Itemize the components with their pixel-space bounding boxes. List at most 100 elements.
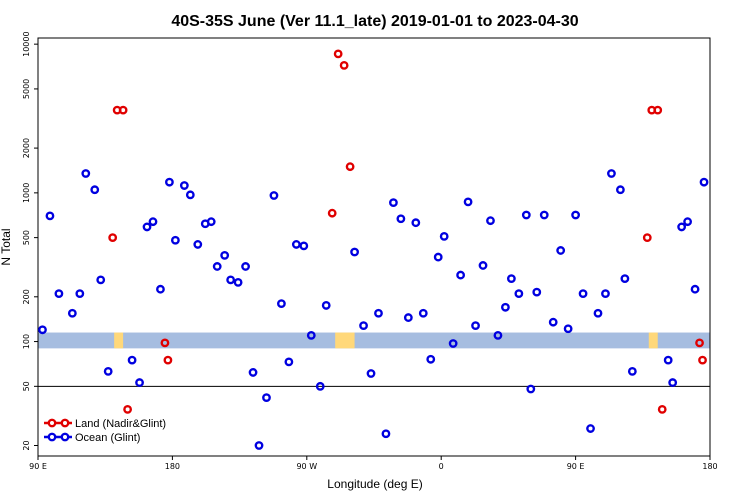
land-point-14 — [695, 338, 704, 348]
y-tick-label-5000: 5000 — [22, 79, 31, 99]
ocean-point-44 — [403, 313, 413, 322]
ocean-point-25 — [241, 262, 250, 271]
x-tick-label-4: 90 E — [567, 462, 585, 471]
x-axis: 90 E 180 90 W 0 90 E 180 — [29, 456, 718, 471]
ocean-point-4 — [75, 289, 85, 299]
ocean-point-67 — [571, 210, 580, 220]
data-points — [38, 49, 709, 450]
ocean-point-3 — [67, 308, 77, 318]
ocean-point-18 — [193, 240, 203, 249]
ocean-point-46 — [418, 308, 428, 318]
y-tick-label-200: 200 — [22, 289, 31, 304]
ocean-point-29 — [269, 191, 279, 200]
ocean-point-6 — [90, 185, 100, 195]
ocean-point-26 — [248, 368, 258, 377]
ocean-point-69 — [586, 424, 595, 433]
reference-band — [38, 332, 710, 349]
ocean-point-75 — [627, 367, 637, 376]
land-point-6 — [327, 208, 337, 218]
ocean-point-7 — [96, 275, 106, 285]
x-tick-label-1: 180 — [165, 462, 180, 471]
y-tick-label-1000: 1000 — [22, 183, 31, 203]
ocean-point-12 — [148, 217, 158, 227]
ocean-point-17 — [185, 190, 195, 200]
ocean-point-2 — [54, 289, 64, 299]
ocean-point-42 — [389, 198, 398, 208]
ocean-point-36 — [321, 301, 331, 310]
ocean-point-28 — [262, 393, 271, 402]
ocean-point-81 — [699, 177, 709, 187]
ocean-point-51 — [456, 270, 466, 280]
ocean-point-32 — [291, 240, 301, 249]
ocean-point-70 — [593, 308, 603, 318]
land-point-2 — [118, 105, 128, 115]
band-highlight-2 — [648, 332, 658, 349]
legend-ocean-marker-b — [60, 432, 70, 442]
ocean-point-49 — [439, 231, 449, 241]
ocean-point-80 — [690, 284, 700, 294]
land-point-15 — [698, 355, 707, 365]
ocean-point-1 — [45, 211, 55, 221]
ocean-point-35 — [315, 381, 325, 391]
ocean-point-78 — [677, 222, 687, 232]
plot-frame — [37, 37, 711, 457]
x-tick-label-0: 90 E — [29, 462, 47, 471]
ocean-point-79 — [683, 217, 692, 227]
ocean-point-20 — [206, 217, 216, 227]
reference-band-rect — [38, 332, 710, 349]
ocean-point-0 — [38, 325, 47, 335]
ocean-point-58 — [506, 274, 516, 284]
ocean-point-59 — [514, 289, 524, 299]
ocean-point-31 — [284, 357, 294, 367]
legend: Land (Nadir&Glint) Ocean (Glint) — [44, 418, 166, 444]
ocean-point-33 — [299, 241, 309, 251]
ocean-point-27 — [254, 441, 264, 450]
ocean-point-47 — [426, 354, 436, 364]
land-point-13 — [657, 404, 667, 414]
band-highlight-1 — [335, 332, 355, 349]
ocean-point-55 — [486, 216, 495, 226]
ocean-point-60 — [521, 210, 531, 220]
ocean-point-34 — [306, 331, 316, 340]
ocean-point-14 — [165, 177, 174, 187]
ocean-point-39 — [366, 369, 376, 378]
ocean-point-74 — [620, 274, 630, 284]
y-tick-label-10000: 10000 — [22, 31, 31, 56]
land-point-5 — [163, 355, 173, 365]
legend-ocean-marker-a — [47, 432, 57, 442]
band-highlight-0 — [114, 332, 124, 349]
ocean-point-73 — [616, 185, 625, 195]
ocean-point-43 — [396, 214, 406, 224]
ocean-point-38 — [359, 321, 368, 331]
x-tick-label-3: 0 — [439, 462, 444, 471]
y-axis: 20 50 100 200 500 1000 2000 5000 10000 — [22, 31, 38, 451]
ocean-point-16 — [179, 181, 189, 190]
ocean-point-23 — [226, 275, 236, 285]
ocean-point-72 — [607, 169, 616, 178]
ocean-point-50 — [448, 339, 458, 348]
land-point-7 — [333, 49, 343, 59]
ocean-point-65 — [556, 246, 566, 255]
ocean-point-11 — [142, 222, 152, 232]
ocean-point-53 — [471, 321, 480, 331]
ocean-point-71 — [601, 289, 610, 299]
land-point-4 — [160, 338, 170, 348]
ocean-point-56 — [493, 331, 503, 340]
ocean-point-45 — [411, 218, 421, 228]
legend-land-marker-a — [47, 418, 57, 428]
y-tick-label-2000: 2000 — [22, 138, 31, 158]
ocean-point-57 — [501, 302, 510, 312]
ocean-point-52 — [463, 197, 473, 207]
land-point-0 — [108, 233, 118, 243]
land-point-9 — [345, 162, 355, 172]
ocean-point-62 — [532, 287, 542, 297]
y-tick-label-500: 500 — [22, 230, 31, 245]
land-point-8 — [339, 60, 349, 70]
legend-land-marker-b — [60, 418, 70, 428]
ocean-point-8 — [103, 367, 113, 376]
x-tick-label-5: 180 — [702, 462, 717, 471]
land-point-3 — [123, 404, 133, 414]
ocean-point-68 — [578, 289, 588, 299]
y-axis-label: N Total — [0, 228, 13, 265]
